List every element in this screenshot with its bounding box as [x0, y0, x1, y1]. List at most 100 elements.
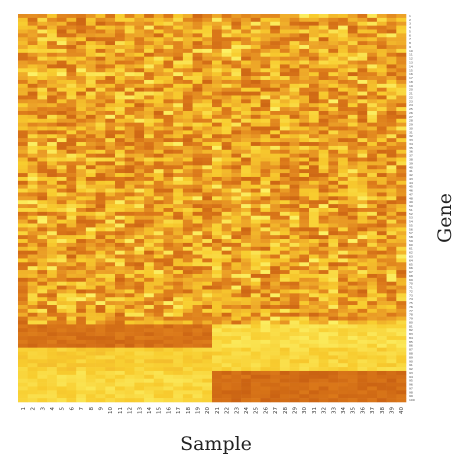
heatmap-cell — [76, 382, 87, 387]
heatmap-cell — [144, 83, 155, 89]
heatmap-cell — [231, 107, 242, 112]
x-tick-label: 5 — [60, 407, 66, 411]
heatmap-cell — [37, 242, 48, 248]
heatmap-cell — [318, 223, 329, 228]
heatmap-cell — [367, 48, 378, 54]
heatmap-cell — [182, 165, 193, 170]
heatmap-cell — [318, 316, 329, 321]
heatmap-cell — [105, 208, 116, 213]
heatmap-cell — [270, 382, 281, 387]
heatmap-cell — [309, 14, 319, 19]
heatmap-cell — [163, 308, 174, 314]
heatmap-cell — [338, 355, 349, 360]
y-tick-label: 25 — [409, 107, 413, 111]
heatmap-cell — [231, 29, 242, 34]
heatmap-cell — [289, 320, 300, 325]
heatmap-cell — [289, 180, 300, 186]
heatmap-cell — [309, 227, 319, 232]
heatmap-cell — [37, 339, 48, 345]
heatmap-cell — [386, 242, 397, 248]
heatmap-cell — [338, 297, 349, 302]
heatmap-cell — [221, 332, 232, 337]
heatmap-cell — [386, 266, 397, 271]
heatmap-cell — [134, 398, 145, 403]
heatmap-cell — [396, 270, 407, 275]
heatmap-cell — [376, 134, 387, 139]
heatmap-cell — [221, 239, 232, 244]
heatmap-cell — [299, 79, 310, 85]
heatmap-cell — [76, 64, 87, 69]
heatmap-cell — [318, 339, 329, 345]
heatmap-cell — [289, 266, 300, 271]
heatmap-cell — [27, 308, 38, 314]
heatmap-cell — [357, 56, 368, 61]
heatmap-cell — [279, 118, 290, 123]
heatmap-cell — [105, 355, 116, 360]
heatmap-cell — [270, 363, 281, 368]
heatmap-cell — [37, 176, 48, 182]
heatmap-cell — [56, 169, 67, 174]
x-tick-label: 39 — [389, 407, 395, 414]
heatmap-cell — [270, 367, 281, 372]
heatmap-cell — [115, 343, 125, 348]
heatmap-cell — [47, 270, 58, 275]
heatmap-cell — [124, 258, 135, 263]
heatmap-cell — [173, 138, 184, 143]
x-tick-label: 25 — [254, 407, 260, 414]
heatmap-cell — [192, 48, 203, 54]
heatmap-cell — [134, 378, 145, 383]
heatmap-cell — [212, 142, 222, 147]
y-tick-label: 22 — [409, 95, 413, 99]
heatmap-cell — [241, 138, 252, 143]
heatmap-cell — [37, 103, 48, 108]
heatmap-cell — [328, 328, 339, 333]
heatmap-cell — [56, 235, 67, 240]
heatmap-cell — [85, 83, 96, 89]
heatmap-cell — [95, 398, 106, 403]
heatmap-cell — [66, 126, 77, 131]
heatmap-cell — [163, 126, 174, 131]
heatmap-cell — [347, 301, 358, 306]
heatmap-cell — [95, 367, 106, 372]
heatmap-cell — [279, 83, 290, 89]
heatmap-cell — [124, 153, 135, 158]
heatmap-cell — [241, 297, 252, 302]
heatmap-cell — [367, 258, 378, 263]
heatmap-cell — [192, 320, 203, 325]
heatmap-cell — [95, 87, 106, 92]
heatmap-cell — [309, 76, 319, 81]
heatmap-cell — [250, 370, 261, 376]
heatmap-cell — [270, 103, 281, 108]
heatmap-cell — [270, 285, 281, 290]
heatmap-cell — [376, 239, 387, 244]
x-tick-label: 33 — [331, 407, 337, 414]
heatmap-cell — [124, 270, 135, 275]
heatmap-cell — [376, 126, 387, 131]
heatmap-cell — [386, 126, 397, 131]
heatmap-cell — [212, 355, 222, 360]
heatmap-cell — [347, 235, 358, 240]
heatmap-cell — [192, 339, 203, 345]
heatmap-cell — [396, 254, 407, 259]
heatmap-cell — [328, 359, 339, 364]
heatmap-cell — [134, 239, 145, 244]
y-tick-label: 92 — [409, 367, 413, 371]
heatmap-cell — [367, 134, 378, 139]
heatmap-cell — [76, 192, 87, 197]
heatmap-cell — [279, 312, 290, 317]
heatmap-cell — [318, 68, 329, 73]
heatmap-cell — [76, 79, 87, 85]
heatmap-cell — [18, 347, 28, 352]
heatmap-cell — [173, 398, 184, 403]
heatmap-cell — [163, 266, 174, 271]
heatmap-cell — [309, 130, 319, 135]
heatmap-cell — [309, 29, 319, 34]
heatmap-cell — [66, 138, 77, 143]
heatmap-cell — [260, 382, 271, 387]
heatmap-cell — [250, 45, 261, 50]
heatmap-cell — [212, 258, 222, 263]
heatmap-cell — [396, 336, 407, 341]
heatmap-cell — [241, 111, 252, 116]
heatmap-cell — [182, 87, 193, 92]
heatmap-cell — [396, 258, 407, 263]
